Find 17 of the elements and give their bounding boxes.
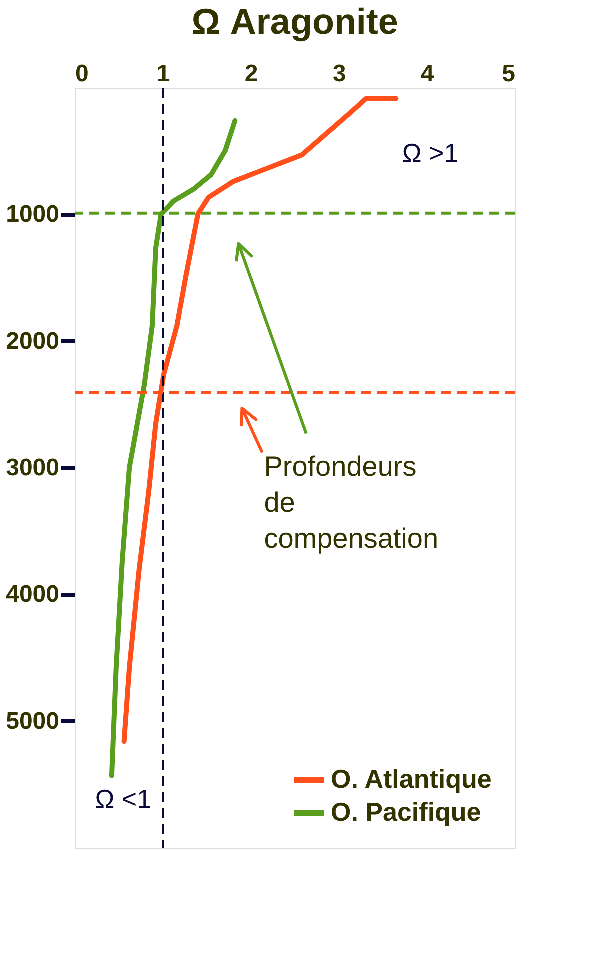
x-tick-label: 5 — [502, 60, 516, 88]
chart-title: Ω Aragonite — [192, 1, 398, 42]
annotation: Profondeurs de compensation — [264, 451, 439, 554]
x-tick-label: 2 — [244, 60, 258, 88]
x-tick-label: 3 — [332, 60, 346, 88]
y-tick-label: 2000 — [6, 328, 60, 355]
annotation: Ω >1 — [402, 138, 459, 168]
legend-label: O. Pacifique — [331, 797, 482, 827]
y-tick-label: 5000 — [6, 708, 60, 735]
x-tick-label: 1 — [156, 60, 170, 88]
annotation: Ω <1 — [95, 784, 152, 814]
y-tick-label: 3000 — [6, 454, 60, 482]
x-tick-label: 0 — [76, 60, 89, 88]
legend-label: O. Atlantique — [331, 764, 492, 794]
y-tick-label: 4000 — [6, 581, 60, 608]
y-tick-label: 1000 — [6, 201, 60, 228]
x-tick-label: 4 — [420, 60, 435, 88]
